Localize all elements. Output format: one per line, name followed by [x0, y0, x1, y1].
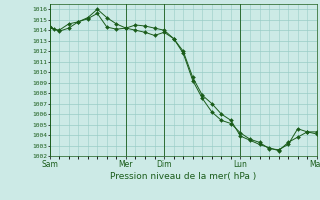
X-axis label: Pression niveau de la mer( hPa ): Pression niveau de la mer( hPa ) [110, 172, 256, 181]
